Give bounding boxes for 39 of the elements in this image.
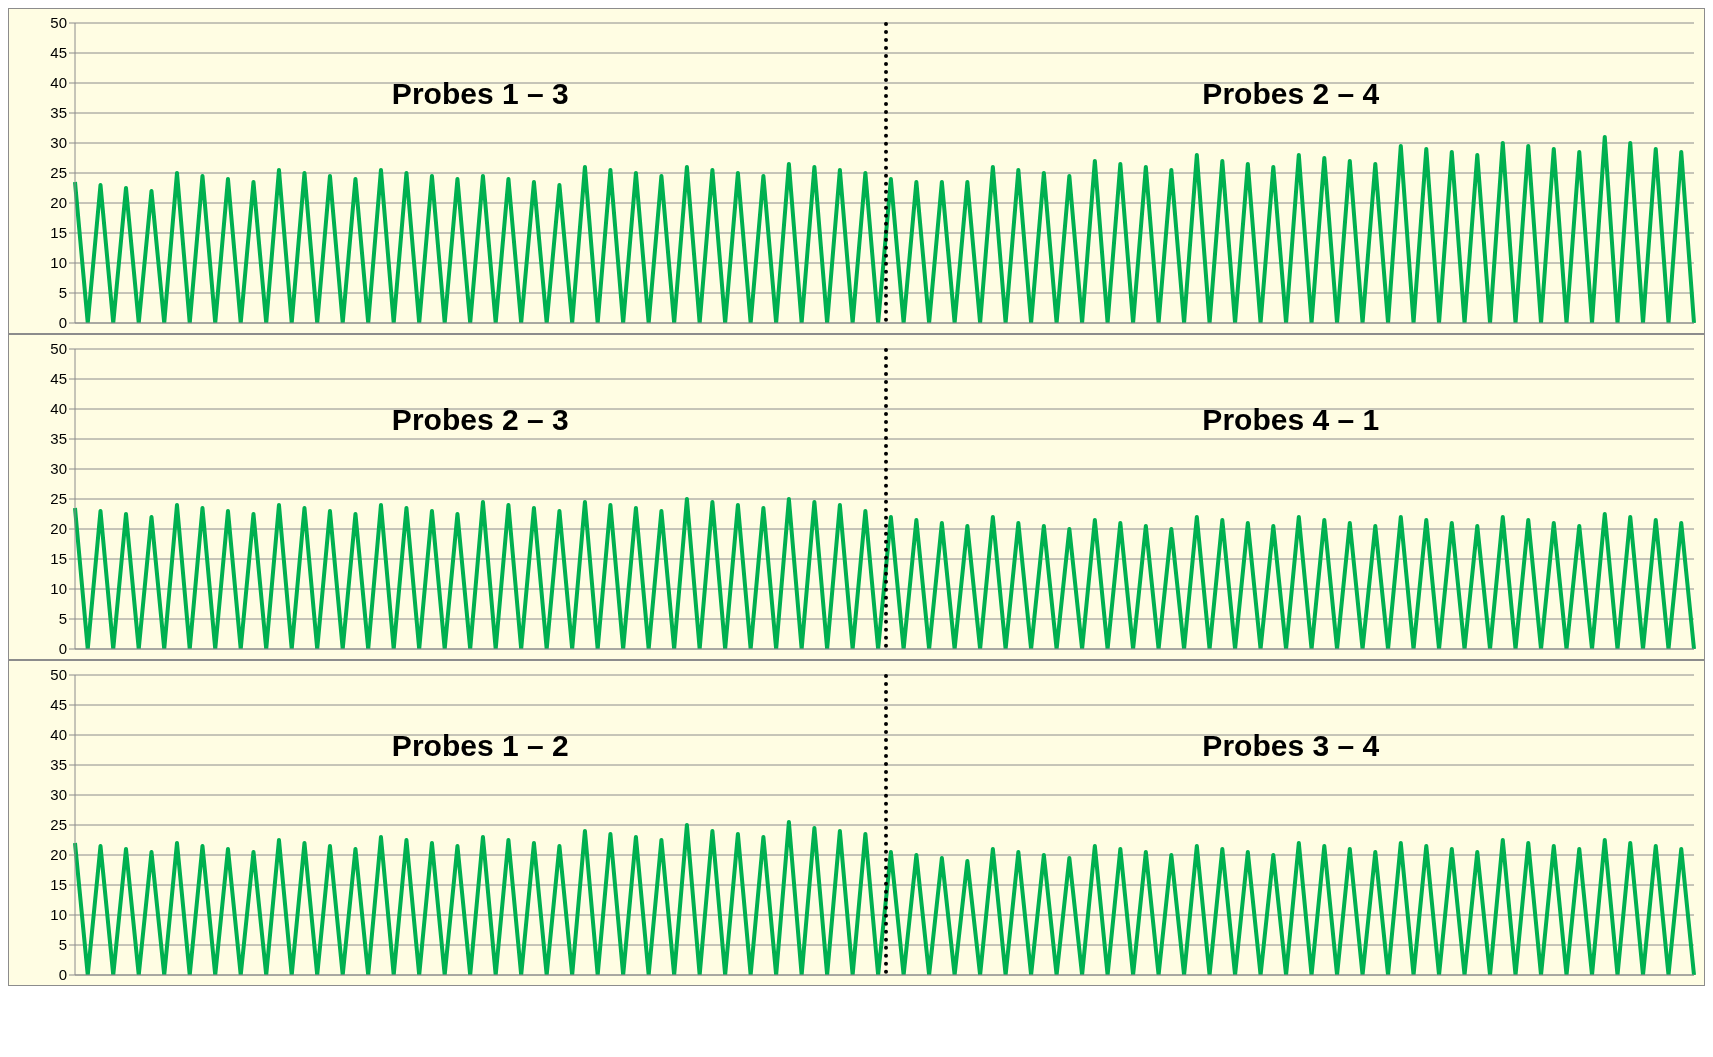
annotation: Probes 3 – 4 <box>1202 729 1380 763</box>
y-tick-label: 0 <box>58 966 67 984</box>
y-tick-label: 35 <box>50 430 67 448</box>
y-tick-label: 25 <box>50 164 67 182</box>
y-tick-label: 45 <box>50 44 67 62</box>
y-tick-label: 10 <box>50 906 67 924</box>
y-tick-label: 5 <box>58 284 67 302</box>
y-tick-label: 50 <box>50 340 67 358</box>
y-tick-label: 50 <box>50 666 67 684</box>
y-tick-label: 30 <box>50 460 67 478</box>
y-tick-label: 15 <box>50 224 67 242</box>
annotation: Probes 2 – 4 <box>1202 77 1380 111</box>
y-tick-label: 30 <box>50 134 67 152</box>
y-tick-label: 25 <box>50 816 67 834</box>
y-tick-label: 25 <box>50 490 67 508</box>
y-tick-label: 45 <box>50 696 67 714</box>
y-tick-label: 5 <box>58 936 67 954</box>
y-tick-label: 5 <box>58 610 67 628</box>
annotation: Probes 4 – 1 <box>1202 403 1380 437</box>
y-tick-label: 15 <box>50 550 67 568</box>
y-tick-label: 45 <box>50 370 67 388</box>
y-tick-label: 30 <box>50 786 67 804</box>
y-tick-label: 0 <box>58 314 67 332</box>
y-tick-label: 50 <box>50 14 67 32</box>
annotation: Probes 2 – 3 <box>391 403 569 437</box>
y-tick-label: 40 <box>50 74 67 92</box>
y-tick-label: 10 <box>50 580 67 598</box>
y-tick-label: 20 <box>50 194 67 212</box>
y-tick-label: 0 <box>58 640 67 658</box>
y-tick-label: 15 <box>50 876 67 894</box>
annotation: Probes 1 – 2 <box>391 729 569 763</box>
y-tick-label: 35 <box>50 104 67 122</box>
y-tick-label: 40 <box>50 400 67 418</box>
y-tick-label: 20 <box>50 846 67 864</box>
y-tick-label: 40 <box>50 726 67 744</box>
y-tick-label: 35 <box>50 756 67 774</box>
y-tick-label: 10 <box>50 254 67 272</box>
annotation: Probes 1 – 3 <box>391 77 569 111</box>
y-tick-label: 20 <box>50 520 67 538</box>
